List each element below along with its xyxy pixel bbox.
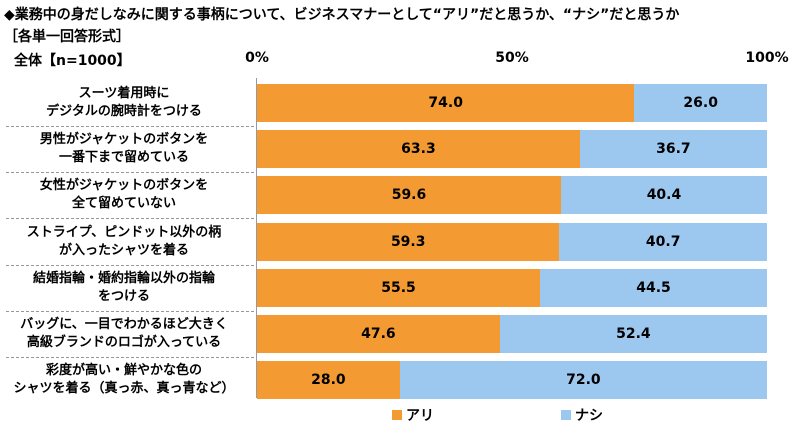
x-tick-label: 100% — [745, 50, 789, 66]
category-label: ストライプ、ピンドット以外の柄 が入ったシャツを着る — [26, 224, 222, 258]
row-separator — [6, 310, 254, 312]
category-label: スーツ着用時に デジタルの腕時計をつける — [46, 86, 202, 119]
sample-base-label: 全体【n=1000】 — [14, 53, 131, 69]
x-tick-label: 0% — [245, 50, 269, 66]
row-separator — [6, 126, 254, 127]
bar-nashi: 40.4 — [560, 176, 767, 215]
bar-nashi: 26.0 — [634, 84, 767, 122]
category-label: 彩度が高い・鮮やかな色の シャツを着る（真っ赤、真っ青など） — [13, 363, 235, 397]
bar-ari: 63.3 — [257, 130, 580, 169]
bar-nashi: 44.5 — [540, 268, 767, 307]
chart-title: ◆業務中の身だしなみに関する事柄について、ビジネスマナーとして“アリ”だと思うか… — [4, 7, 680, 23]
category-label: 女性がジャケットのボタンを 全て留めていない — [39, 178, 209, 212]
bar-nashi: 52.4 — [499, 315, 767, 353]
legend-label: アリ — [406, 408, 434, 424]
bar-nashi: 72.0 — [399, 361, 767, 400]
legend-swatch — [392, 410, 402, 420]
bar-ari: 59.3 — [257, 222, 560, 261]
row-separator — [6, 218, 254, 220]
bar-nashi: 40.7 — [559, 222, 767, 261]
legend-item: アリ — [392, 405, 434, 425]
axis-zero-line — [256, 78, 257, 398]
category-label: 結婚指輪・婚約指輪以外の指輪 をつける — [32, 270, 215, 304]
category-label: 男性がジャケットのボタンを 一番下まで留めている — [39, 132, 209, 166]
bar-ari: 74.0 — [257, 84, 635, 122]
bar-ari: 28.0 — [257, 361, 400, 400]
chart-subtitle: ［各単一回答形式］ — [4, 29, 130, 45]
category-label: バッグに、一目でわかるほど大きく 高級ブランドのロゴが入っている — [20, 317, 228, 350]
row-separator — [6, 172, 254, 174]
bar-ari: 47.6 — [257, 315, 500, 353]
legend-swatch — [561, 410, 571, 420]
bar-ari: 59.6 — [257, 176, 561, 215]
bar-nashi: 36.7 — [579, 130, 767, 169]
row-separator — [6, 357, 254, 358]
legend-item: ナシ — [561, 405, 603, 425]
bar-ari: 55.5 — [257, 268, 541, 307]
legend-label: ナシ — [575, 408, 603, 424]
row-separator — [6, 264, 254, 266]
x-tick-label: 50% — [495, 50, 529, 66]
